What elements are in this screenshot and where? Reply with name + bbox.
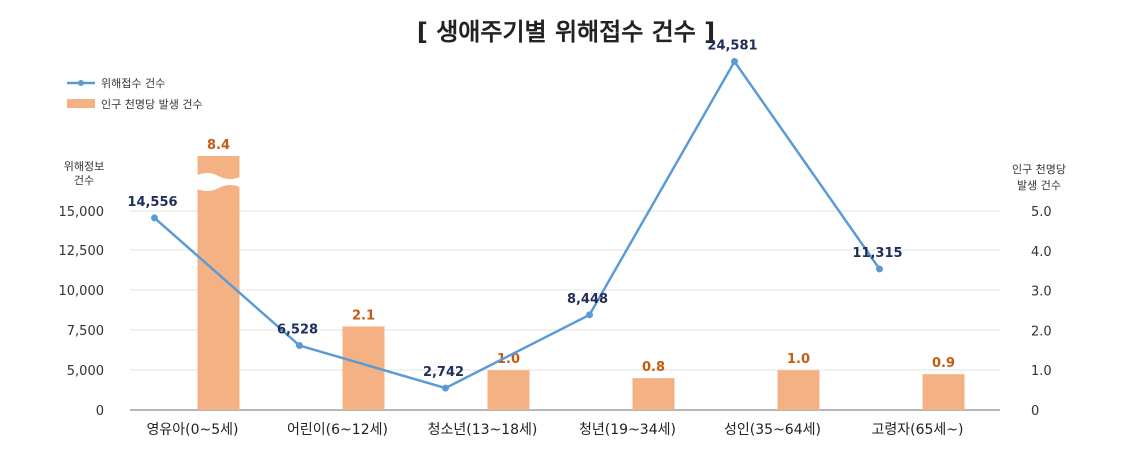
category-label: 어린이(6~12세) — [287, 422, 388, 438]
left-tick-label: 5,000 — [67, 364, 104, 379]
legend-bar-label: 인구 천명당 발생 건수 — [101, 97, 203, 111]
left-tick-label: 15,000 — [59, 205, 105, 220]
right-tick-label: 3.0 — [1031, 285, 1052, 300]
line-point — [586, 311, 593, 319]
line-point — [151, 214, 158, 222]
chart-title: [ 생애주기별 위해접수 건수 ] — [417, 18, 715, 46]
line-value-label: 24,581 — [707, 39, 757, 54]
line-value-label: 14,556 — [127, 195, 177, 210]
bar — [922, 374, 965, 410]
right-tick-label: 1.0 — [1031, 364, 1052, 379]
right-tick-label: 0 — [1031, 404, 1039, 419]
left-axis-title-line2: 건수 — [74, 174, 94, 187]
gridlines — [130, 210, 1000, 411]
right-tick-label: 4.0 — [1031, 245, 1052, 260]
bar — [197, 156, 240, 410]
bar-value-label: 2.1 — [352, 308, 375, 323]
line-series: 14,556 6,528 2,742 8,448 24,581 11,315 — [127, 39, 903, 392]
bar — [487, 370, 530, 410]
line-point — [876, 265, 883, 273]
legend-bar-swatch — [67, 99, 95, 108]
bar — [777, 370, 820, 410]
left-tick-label: 10,000 — [59, 284, 105, 299]
legend: 위해접수 건수 인구 천명당 발생 건수 — [67, 76, 203, 111]
line-point — [731, 58, 738, 66]
left-tick-label: 7,500 — [67, 324, 104, 339]
bar-value-label: 0.9 — [932, 356, 955, 371]
bar-value-label: 1.0 — [787, 352, 810, 367]
left-axis-ticks: 0 5,000 7,500 10,000 12,500 15,000 — [59, 205, 105, 419]
right-tick-label: 2.0 — [1031, 324, 1052, 339]
category-label: 고령자(65세~) — [872, 422, 964, 438]
legend-line-label: 위해접수 건수 — [101, 76, 165, 90]
bar-value-label: 8.4 — [207, 138, 230, 153]
category-label: 성인(35~64세) — [724, 422, 821, 438]
bar — [632, 378, 675, 410]
category-label: 청소년(13~18세) — [428, 422, 538, 438]
right-axis-title-line2: 발생 건수 — [1017, 179, 1061, 192]
category-label: 청년(19~34세) — [579, 422, 676, 438]
line-value-label: 11,315 — [852, 246, 902, 261]
line-point — [296, 342, 303, 350]
category-label: 영유아(0~5세) — [147, 422, 239, 438]
line-value-label: 6,528 — [277, 323, 318, 338]
bar-value-label: 0.8 — [642, 360, 665, 375]
line-point — [442, 384, 449, 392]
bar-value-label: 1.0 — [497, 352, 520, 367]
legend-line-marker — [78, 80, 84, 86]
right-tick-label: 5.0 — [1031, 205, 1052, 220]
right-axis-title-line1: 인구 천명당 — [1012, 162, 1066, 176]
category-labels: 영유아(0~5세) 어린이(6~12세) 청소년(13~18세) 청년(19~34세)… — [147, 422, 964, 438]
right-axis-ticks: 0 1.0 2.0 3.0 4.0 5.0 — [1031, 205, 1052, 419]
left-tick-label: 0 — [96, 404, 104, 419]
line-value-label: 8,448 — [567, 292, 608, 307]
line-value-label: 2,742 — [423, 365, 464, 380]
left-tick-label: 12,500 — [59, 244, 105, 259]
bar-series: 8.4 2.1 1.0 0.8 1.0 0.9 — [194, 138, 965, 410]
left-axis-title-line1: 위해정보 — [64, 159, 104, 173]
series-line — [153, 59, 881, 390]
axis-break-mark — [194, 173, 243, 191]
